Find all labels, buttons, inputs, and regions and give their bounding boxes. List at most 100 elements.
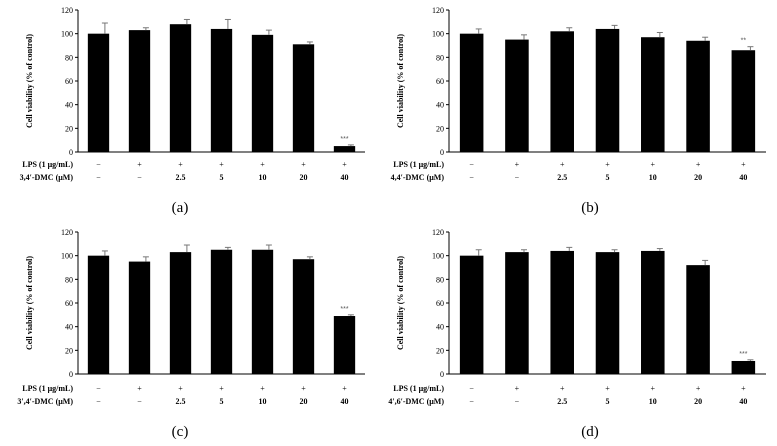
y-axis-title-d: Cell viability (% of control) xyxy=(396,256,405,350)
lps-value-a-0: − xyxy=(96,160,101,169)
conc-value-c-3: 5 xyxy=(220,397,224,406)
lps-row-label-b: LPS (1 μg/mL) xyxy=(393,160,444,169)
y-tick-label-b-4: 80 xyxy=(436,53,444,62)
lps-value-d-5: + xyxy=(696,384,701,393)
lps-row-label-d: LPS (1 μg/mL) xyxy=(393,384,444,393)
lps-value-a-2: + xyxy=(178,160,183,169)
lps-value-a-1: + xyxy=(137,160,142,169)
conc-value-a-4: 10 xyxy=(259,173,267,182)
bar-b-5 xyxy=(686,40,710,153)
significance-mark-c-6: *** xyxy=(340,306,348,313)
conc-value-c-0: − xyxy=(96,397,101,406)
conc-value-d-6: 40 xyxy=(739,397,747,406)
y-tick-label-d-5: 100 xyxy=(432,252,444,261)
lps-row-label-c: LPS (1 μg/mL) xyxy=(22,384,73,393)
y-tick-label-a-0: 0 xyxy=(69,148,73,157)
conc-value-d-0: − xyxy=(469,397,474,406)
y-tick-label-d-0: 0 xyxy=(440,370,444,379)
bar-d-0 xyxy=(459,255,484,374)
bar-c-1 xyxy=(128,261,151,374)
conc-value-a-2: 2.5 xyxy=(176,173,186,182)
lps-value-c-3: + xyxy=(219,384,224,393)
lps-value-c-5: + xyxy=(301,384,306,393)
bar-d-4 xyxy=(641,250,665,374)
y-tick-label-b-3: 60 xyxy=(436,77,444,86)
bar-c-3 xyxy=(210,249,233,374)
y-tick-label-d-2: 40 xyxy=(436,323,444,332)
lps-value-c-2: + xyxy=(178,384,183,393)
bar-b-3 xyxy=(595,28,620,152)
conc-value-c-4: 10 xyxy=(259,397,267,406)
y-axis-title-b: Cell viability (% of control) xyxy=(396,34,405,128)
bar-a-3 xyxy=(210,28,233,152)
y-tick-label-b-6: 120 xyxy=(432,6,444,15)
y-tick-label-d-6: 120 xyxy=(432,228,444,237)
bar-b-2 xyxy=(550,31,574,152)
y-tick-label-d-4: 80 xyxy=(436,275,444,284)
lps-value-d-3: + xyxy=(605,384,610,393)
lps-value-d-4: + xyxy=(651,384,656,393)
y-tick-label-c-3: 60 xyxy=(65,299,73,308)
bar-c-6 xyxy=(333,316,356,374)
conc-value-b-0: − xyxy=(469,173,474,182)
conc-value-b-4: 10 xyxy=(649,173,657,182)
conc-value-d-3: 5 xyxy=(606,397,610,406)
y-tick-label-a-4: 80 xyxy=(65,53,73,62)
y-tick-label-d-3: 60 xyxy=(436,299,444,308)
bar-b-1 xyxy=(505,39,529,153)
lps-value-c-0: − xyxy=(96,384,101,393)
y-tick-label-c-0: 0 xyxy=(69,370,73,379)
y-tick-label-c-1: 20 xyxy=(65,346,73,355)
bar-a-0 xyxy=(87,33,110,152)
lps-value-d-0: − xyxy=(469,384,474,393)
panel-label-d: (d) xyxy=(581,424,599,440)
bar-d-3 xyxy=(595,252,620,374)
significance-mark-d-6: *** xyxy=(739,351,747,358)
conc-value-d-1: − xyxy=(515,397,520,406)
lps-value-c-6: + xyxy=(342,384,347,393)
compound-row-label-c: 3′,4′-DMC (μM) xyxy=(17,397,73,406)
bar-d-6 xyxy=(731,360,756,374)
lps-value-b-2: + xyxy=(560,160,565,169)
lps-value-d-1: + xyxy=(515,384,520,393)
bar-b-0 xyxy=(459,33,484,152)
lps-value-b-4: + xyxy=(651,160,656,169)
y-tick-label-a-5: 100 xyxy=(61,30,73,39)
lps-value-c-4: + xyxy=(260,384,265,393)
bar-d-5 xyxy=(686,265,710,374)
conc-value-d-2: 2.5 xyxy=(557,397,567,406)
significance-mark-b-6: ** xyxy=(741,38,747,45)
lps-row-label-a: LPS (1 μg/mL) xyxy=(22,160,73,169)
conc-value-c-2: 2.5 xyxy=(176,397,186,406)
y-tick-label-c-5: 100 xyxy=(61,252,73,261)
y-tick-label-d-1: 20 xyxy=(436,346,444,355)
conc-value-a-3: 5 xyxy=(220,173,224,182)
y-tick-label-a-6: 120 xyxy=(61,6,73,15)
y-tick-label-b-0: 0 xyxy=(440,148,444,157)
lps-value-a-3: + xyxy=(219,160,224,169)
lps-value-b-5: + xyxy=(696,160,701,169)
conc-value-c-6: 40 xyxy=(341,397,349,406)
y-tick-label-a-1: 20 xyxy=(65,124,73,133)
lps-value-d-6: + xyxy=(741,384,746,393)
y-axis-title-c: Cell viability (% of control) xyxy=(25,256,34,350)
lps-value-d-2: + xyxy=(560,384,565,393)
bar-d-2 xyxy=(550,250,574,374)
bar-c-4 xyxy=(251,249,274,374)
panel-label-c: (c) xyxy=(172,424,189,440)
conc-value-a-6: 40 xyxy=(341,173,349,182)
lps-value-b-3: + xyxy=(605,160,610,169)
conc-value-b-2: 2.5 xyxy=(557,173,567,182)
y-axis-title-a: Cell viability (% of control) xyxy=(25,34,34,128)
y-tick-label-a-3: 60 xyxy=(65,77,73,86)
compound-row-label-b: 4,4′-DMC (μM) xyxy=(391,173,445,182)
conc-value-c-1: − xyxy=(137,397,142,406)
compound-row-label-d: 4′,6′-DMC (μM) xyxy=(388,397,444,406)
bar-a-1 xyxy=(128,30,151,152)
bar-c-5 xyxy=(292,259,315,374)
conc-value-b-1: − xyxy=(515,173,520,182)
bar-a-4 xyxy=(251,34,274,152)
conc-value-a-0: − xyxy=(96,173,101,182)
lps-value-a-5: + xyxy=(301,160,306,169)
lps-value-b-6: + xyxy=(741,160,746,169)
